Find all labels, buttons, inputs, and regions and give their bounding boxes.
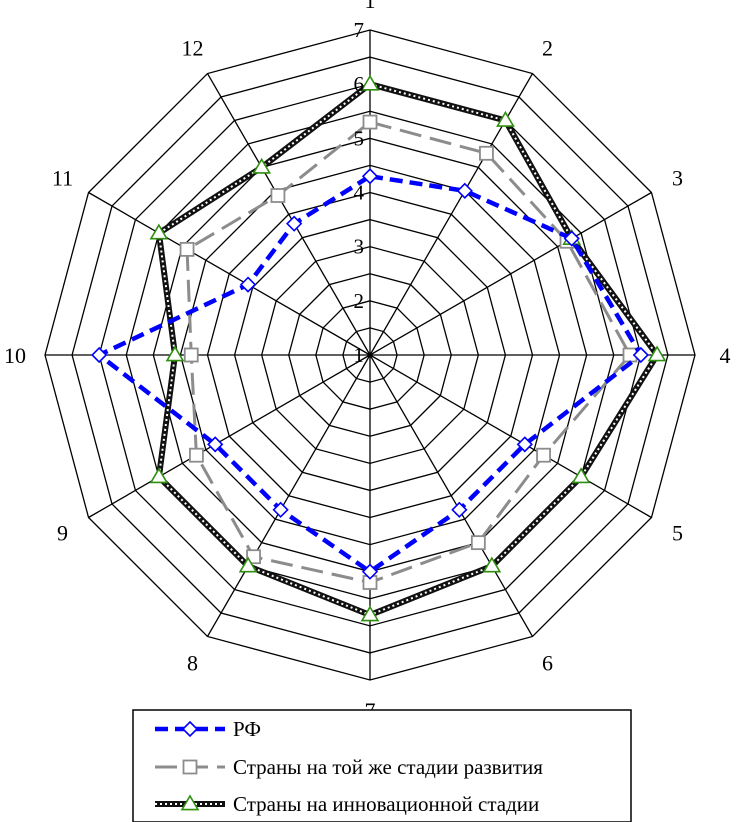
spoke-11: [88, 191, 371, 356]
data-point: [563, 230, 580, 247]
data-point: [451, 501, 468, 518]
series-1: [91, 168, 649, 580]
data-point: [272, 501, 289, 518]
data-point: [252, 157, 272, 174]
data-point: [179, 241, 195, 257]
tick-label: 1: [354, 343, 365, 367]
data-point: [246, 549, 261, 565]
category-label-12: 12: [182, 36, 204, 61]
category-label-6: 6: [542, 650, 553, 675]
data-point: [571, 467, 591, 484]
data-point: [647, 345, 667, 362]
legend-item-2: Страны на той же стадии развития: [155, 755, 543, 779]
data-point: [516, 436, 533, 453]
data-point: [189, 447, 204, 463]
category-label-10: 10: [4, 343, 26, 368]
data-point: [149, 467, 169, 484]
data-point: [470, 535, 486, 551]
data-point: [238, 556, 258, 573]
spoke-5: [369, 354, 652, 519]
category-label-2: 2: [542, 36, 553, 61]
spoke-3: [369, 191, 652, 356]
category-label-5: 5: [672, 521, 683, 546]
spoke-12: [206, 73, 371, 356]
tick-label: 6: [354, 72, 365, 96]
series-layer: [91, 74, 667, 622]
tick-label: 7: [354, 18, 365, 42]
data-point: [632, 346, 649, 364]
spoke-8: [206, 354, 371, 637]
data-point: [361, 563, 379, 580]
data-point: [270, 188, 286, 203]
data-point: [91, 346, 108, 364]
data-point: [183, 347, 199, 363]
series-line: [155, 81, 661, 618]
spoke-9: [88, 354, 371, 519]
legend-marker: [182, 759, 198, 775]
legend-label: Страны на инновационной стадии: [233, 792, 539, 816]
category-label-11: 11: [52, 166, 73, 191]
spoke-6: [369, 354, 534, 637]
category-label-4: 4: [720, 343, 731, 368]
series-2: [179, 114, 638, 590]
tick-label: 2: [354, 289, 365, 313]
data-point: [149, 223, 169, 240]
data-point: [239, 276, 257, 293]
data-point: [482, 556, 502, 573]
legend-item-3: Страны на инновационной стадии: [155, 792, 539, 816]
data-point: [479, 145, 494, 161]
data-point: [165, 345, 185, 362]
legend-label: Страны на той же стадии развития: [233, 755, 543, 779]
category-label-3: 3: [672, 166, 683, 191]
tick-label: 3: [354, 235, 365, 259]
data-point: [207, 436, 224, 453]
data-point: [536, 447, 551, 463]
legend-marker: [180, 794, 200, 811]
legend: РФ Страны на той же стадии развития Страны…: [132, 709, 632, 822]
tick-labels: 1 2 3 4 5 6 7: [354, 18, 365, 367]
tick-label: 5: [354, 126, 365, 150]
category-label-9: 9: [57, 521, 68, 546]
legend-label: РФ: [233, 717, 261, 741]
data-point: [360, 605, 380, 622]
data-point: [360, 74, 380, 91]
data-point: [361, 168, 379, 185]
category-label-1: 1: [365, 0, 376, 13]
series-3: [149, 74, 667, 622]
legend-marker: [181, 720, 199, 738]
series-line: [185, 120, 632, 585]
category-label-8: 8: [187, 650, 198, 675]
series-line-dots: [157, 83, 659, 617]
data-point: [362, 114, 378, 130]
tick-label: 4: [354, 181, 365, 205]
legend-item-1: РФ: [155, 717, 261, 741]
data-point: [456, 182, 473, 199]
data-point: [286, 215, 303, 232]
data-point: [496, 110, 515, 127]
